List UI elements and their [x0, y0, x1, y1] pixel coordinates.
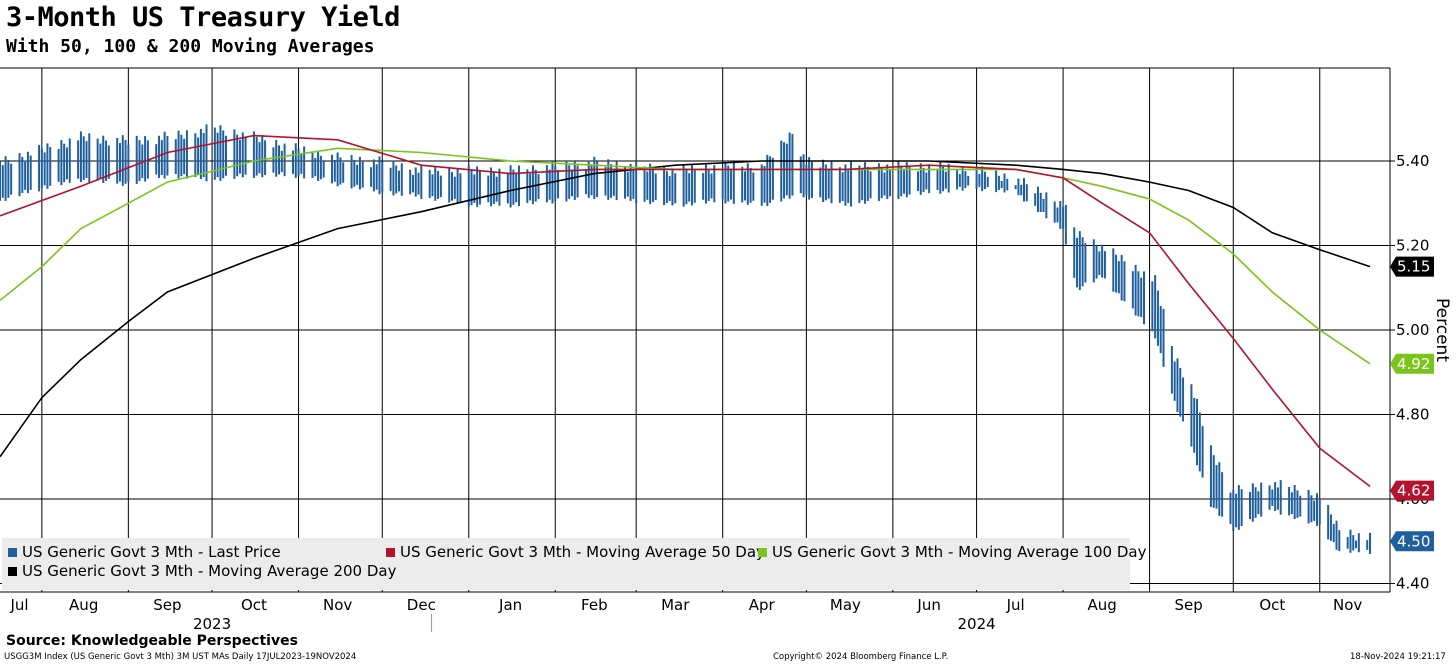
- last-value-flag-bg: [1390, 480, 1434, 501]
- x-month-label: Aug: [1087, 596, 1116, 614]
- last-value-label: 4.50: [1397, 532, 1430, 550]
- x-month-label: Jul: [9, 596, 28, 614]
- last-value-flag-ma50: 4.62: [1390, 480, 1434, 501]
- legend-label: US Generic Govt 3 Mth - Moving Average 1…: [772, 543, 1147, 561]
- legend-label: US Generic Govt 3 Mth - Last Price: [22, 543, 281, 561]
- chart-subtitle: With 50, 100 & 200 Moving Averages: [6, 36, 375, 57]
- x-month-label: Jun: [916, 596, 940, 614]
- x-month-label: Nov: [323, 596, 352, 614]
- x-month-label: Oct: [241, 596, 267, 614]
- legend-swatch: [8, 548, 17, 557]
- legend-swatch: [8, 567, 17, 576]
- x-month-label: Sep: [153, 596, 181, 614]
- last-value-label: 4.92: [1397, 355, 1430, 373]
- y-tick-label: 5.20: [1396, 236, 1429, 254]
- x-month-label: Nov: [1333, 596, 1362, 614]
- x-month-label: Mar: [661, 596, 690, 614]
- y-tick-label: 5.40: [1396, 152, 1429, 170]
- last-value-flag-bg: [1390, 531, 1434, 552]
- source-note: Source: Knowledgeable Perspectives: [6, 633, 298, 649]
- x-month-label: Jan: [498, 596, 522, 614]
- last-value-flag-ma100: 4.92: [1390, 353, 1434, 374]
- x-month-label: Apr: [749, 596, 776, 614]
- y-tick-label: 4.80: [1396, 406, 1429, 424]
- y-tick-label: 5.00: [1396, 321, 1429, 339]
- x-month-label: Aug: [69, 596, 98, 614]
- legend-swatch: [386, 548, 395, 557]
- legend-label: US Generic Govt 3 Mth - Moving Average 5…: [400, 543, 765, 561]
- x-month-label: May: [830, 596, 861, 614]
- y-tick-label: 4.40: [1396, 575, 1429, 593]
- legend-box: [2, 538, 1130, 590]
- last-value-flag-bg: [1390, 353, 1434, 374]
- x-month-label: Oct: [1259, 596, 1285, 614]
- last-value-label: 4.62: [1397, 482, 1430, 500]
- ma200-line: [0, 160, 1371, 458]
- x-month-label: Feb: [581, 596, 608, 614]
- x-year-label: 2024: [957, 615, 995, 633]
- copyright-note: Copyright© 2024 Bloomberg Finance L.P.: [773, 652, 949, 662]
- x-year-label: 2023: [193, 615, 231, 633]
- ma50-line: [0, 134, 1371, 488]
- ticker-line: USGG3M Index (US Generic Govt 3 Mth) 3M …: [4, 652, 357, 662]
- legend-swatch: [758, 548, 767, 557]
- x-month-label: Dec: [407, 596, 436, 614]
- chart-title: 3-Month US Treasury Yield: [6, 2, 400, 33]
- x-month-label: Sep: [1174, 596, 1202, 614]
- timestamp: 18-Nov-2024 19:21:17: [1350, 652, 1446, 662]
- last-value-flag-price: 4.50: [1390, 531, 1434, 552]
- last-value-label: 5.15: [1397, 258, 1430, 276]
- last-value-flag-ma200: 5.15: [1390, 256, 1434, 277]
- legend-label: US Generic Govt 3 Mth - Moving Average 2…: [22, 562, 397, 580]
- x-month-label: Jul: [1006, 596, 1025, 614]
- last-value-flag-bg: [1390, 256, 1434, 277]
- y-axis-title: Percent: [1432, 298, 1452, 362]
